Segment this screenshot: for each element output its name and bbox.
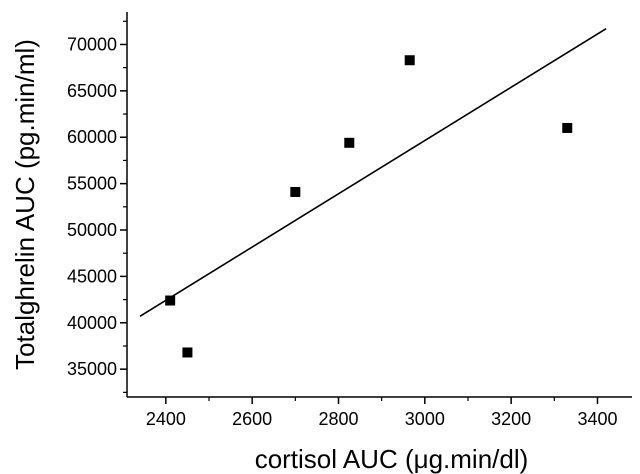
x-tick-label: 3400: [577, 409, 617, 429]
y-tick-label: 60000: [67, 127, 117, 147]
y-tick-label: 55000: [67, 174, 117, 194]
data-points: [165, 55, 573, 358]
x-tick-label: 2600: [232, 409, 272, 429]
y-tick-label: 40000: [67, 313, 117, 333]
y-tick-label: 50000: [67, 220, 117, 240]
data-point: [182, 347, 193, 358]
plot-area: 35000 40000 45000 50000 55000 60000 65000 70000…: [67, 12, 632, 429]
y-axis-title: Totalghrelin AUC (pg.min/ml): [10, 39, 40, 370]
y-tick-label: 45000: [67, 266, 117, 286]
x-tick-label: 3000: [405, 409, 445, 429]
x-tick-label: 2800: [318, 409, 358, 429]
y-axis-ticks: 35000 40000 45000 50000 55000 60000 65000 70000: [67, 20, 127, 393]
x-tick-label: 2400: [146, 409, 186, 429]
y-tick-label: 65000: [67, 81, 117, 101]
data-point: [290, 186, 301, 197]
x-tick-label: 3200: [491, 409, 531, 429]
data-point: [562, 122, 573, 133]
fit-line: [139, 28, 607, 317]
y-tick-label: 70000: [67, 34, 117, 54]
data-point: [344, 137, 355, 148]
x-axis-ticks: 2400 2600 2800 3000 3200 3400: [146, 397, 617, 429]
x-axis-title: cortisol AUC (μg.min/dl): [255, 444, 529, 474]
data-point: [404, 55, 415, 66]
y-tick-label: 35000: [67, 359, 117, 379]
data-point: [165, 295, 176, 306]
